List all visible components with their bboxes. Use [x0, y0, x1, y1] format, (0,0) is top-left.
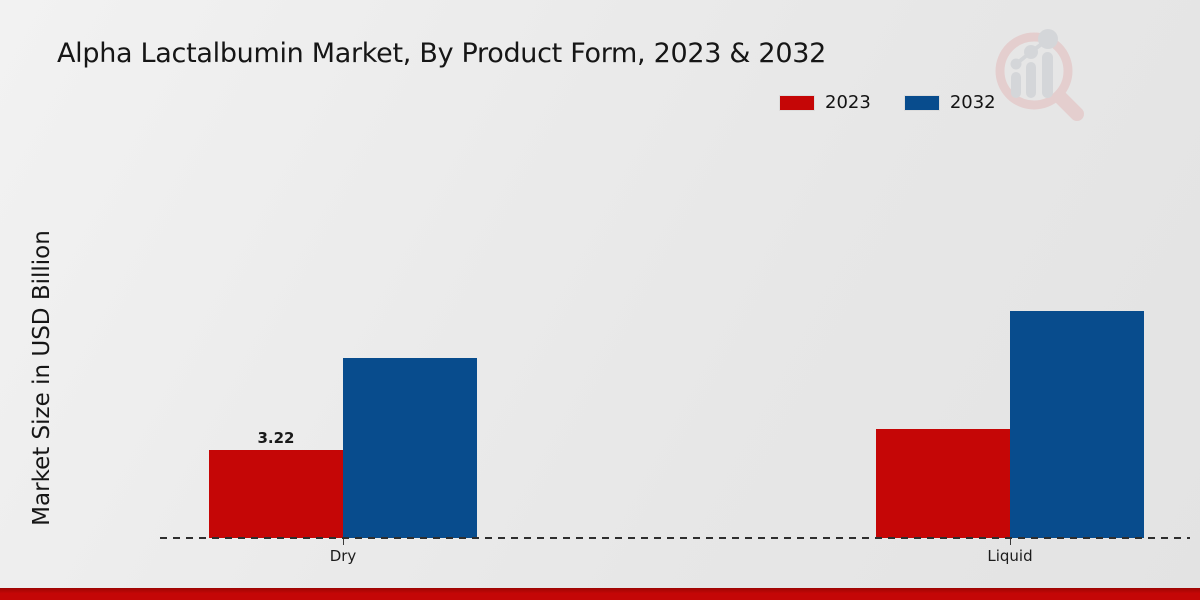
- category-label-liquid: Liquid: [987, 547, 1033, 565]
- chart-title: Alpha Lactalbumin Market, By Product For…: [57, 38, 826, 69]
- legend-swatch-2023: [779, 94, 815, 111]
- magnifier-bar-chart-logo-icon: [995, 29, 1084, 121]
- footer-accent-bar: [0, 588, 1200, 600]
- bar-dry-2032: [343, 358, 477, 538]
- bar-liquid-2032: [1010, 311, 1144, 538]
- legend-item-2032: 2032: [903, 92, 996, 113]
- legend-item-2023: 2023: [779, 92, 871, 113]
- bar-liquid-2023: [876, 429, 1010, 538]
- bar-dry-2023: [209, 450, 343, 538]
- legend-label-2023: 2023: [825, 92, 871, 113]
- legend: 2023 2032: [779, 92, 996, 113]
- x-axis-baseline: [160, 537, 1190, 539]
- bar-value-label: 3.22: [257, 429, 295, 447]
- x-axis-tick: [1010, 538, 1011, 545]
- legend-swatch-2032: [903, 94, 940, 111]
- legend-label-2032: 2032: [949, 92, 996, 113]
- category-label-dry: Dry: [329, 547, 357, 565]
- x-axis-tick: [343, 538, 344, 545]
